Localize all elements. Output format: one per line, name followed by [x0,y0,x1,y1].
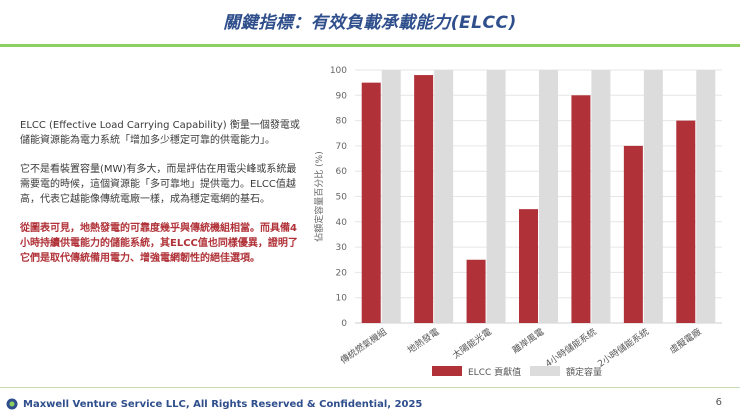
x-tick-label: 離岸風電 [510,326,546,356]
y-tick-label: 0 [341,319,347,329]
y-tick-label: 50 [336,193,348,203]
legend-label-elcc: ELCC 貢獻值 [468,366,521,378]
y-tick-label: 60 [336,167,348,177]
y-tick-label: 90 [336,91,348,101]
x-tick-label: 虛擬電廠 [667,326,703,356]
y-tick-label: 20 [336,268,348,278]
elcc-bar [623,145,643,323]
rated-capacity-bar [539,70,558,323]
legend-label-rated: 額定容量 [566,366,602,378]
rated-capacity-bar [643,70,663,323]
y-tick-label: 10 [336,294,348,304]
x-tick-label: 太陽能光電 [450,326,494,362]
elcc-bar [571,95,591,323]
highlight-paragraph: 從圖表可見，地熱發電的可靠度幾乎與傳統機組相當。而具備4小時持續供電能力的儲能系… [20,223,298,264]
y-tick-label: 30 [336,243,348,253]
elcc-bar [414,75,434,323]
y-tick-label: 70 [336,142,348,152]
elcc-bar-chart: 0 10 20 30 40 50 60 70 80 90 100 佔額定容量百分比 (%) 傳統燃氣機組… [313,66,722,378]
footer-copyright: Maxwell Venture Service LLC, All Rights … [23,398,423,410]
footer-divider [0,387,740,388]
x-tick-label: 傳統燃氣機組 [338,326,389,367]
rated-capacity-bar [434,70,454,323]
x-tick-label: 4小時儲能系統 [543,326,599,370]
company-logo-icon [6,398,18,410]
legend-swatch-rated [530,366,560,376]
rated-capacity-bar [591,70,611,323]
title-divider [0,44,740,47]
definition-paragraph: ELCC (Effective Load Carrying Capability… [20,120,300,146]
rated-capacity-bar [381,70,401,323]
elcc-bar [676,120,696,323]
elcc-bar [361,82,381,324]
slide-title: 關鍵指標：有效負載承載能力(ELCC) [223,13,517,33]
description-panel: ELCC (Effective Load Carrying Capability… [20,118,300,280]
rated-capacity-bar [486,70,506,323]
x-tick-label: 地熱發電 [405,326,441,356]
x-tick-label: 2小時儲能系統 [595,326,651,370]
y-tick-label: 80 [336,117,348,127]
footer: Maxwell Venture Service LLC, All Rights … [6,398,422,410]
explanation-paragraph: 它不是看裝置容量(MW)有多大，而是評估在用電尖峰或系統最需要電的時候，這個資源… [20,164,297,205]
y-tick-label: 100 [330,66,347,76]
legend-swatch-elcc [432,366,462,376]
page-number: 6 [715,397,722,408]
elcc-bar [466,259,486,323]
y-tick-label: 40 [336,218,348,228]
y-axis-title: 佔額定容量百分比 (%) [313,151,325,241]
elcc-bar [519,209,538,323]
rated-capacity-bar [696,70,716,323]
